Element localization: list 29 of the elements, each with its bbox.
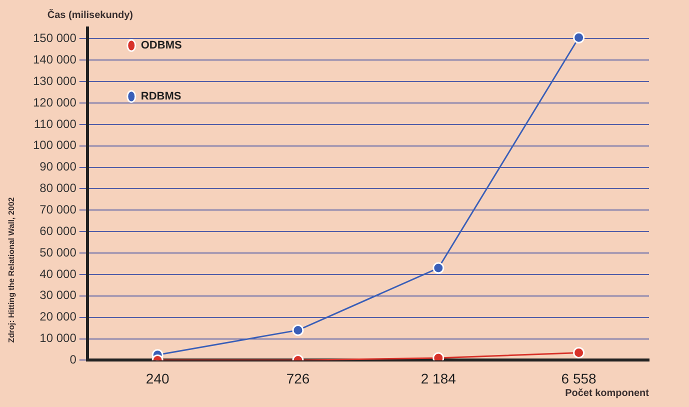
y-tick-label: 120 000 [32, 95, 77, 110]
y-tick-label: 40 000 [40, 266, 77, 281]
y-tick-label: 10 000 [40, 331, 77, 346]
point [573, 346, 585, 358]
y-tick-label: 20 000 [40, 310, 77, 324]
y-tick-label: 130 000 [32, 74, 77, 88]
y-tick-label: 140 000 [32, 52, 77, 66]
legend-label: ODBMS [140, 40, 182, 52]
y-tick-label: 150 000 [32, 31, 77, 46]
y-tick-label: 70 000 [40, 202, 77, 216]
y-tick-label: 60 000 [40, 224, 77, 238]
x-tick-label: 6 558 [561, 370, 597, 386]
y-tick-label: 30 000 [40, 288, 77, 302]
y-axis-title: Čas (milisekundy) [47, 9, 133, 21]
point [573, 32, 585, 44]
y-tick-label: 50 000 [40, 245, 77, 260]
point [292, 324, 304, 336]
text: Zdroj: Hitting the Relational Wall, 2002 [7, 196, 16, 343]
x-tick-label: 240 [146, 370, 170, 386]
x-axis-title: Počet komponent [565, 388, 650, 399]
x-tick-label: 726 [286, 370, 310, 386]
y-tick-label: 80 000 [40, 181, 77, 196]
y-tick-label: 90 000 [40, 160, 77, 174]
y-tick-label: 110 000 [34, 116, 77, 131]
y-tick-label: 100 000 [32, 138, 77, 152]
y-tick-label: 0 [70, 352, 77, 367]
legend-label: RDBMS [140, 90, 182, 103]
x-tick-label: 2 184 [420, 370, 456, 386]
point [432, 262, 444, 274]
